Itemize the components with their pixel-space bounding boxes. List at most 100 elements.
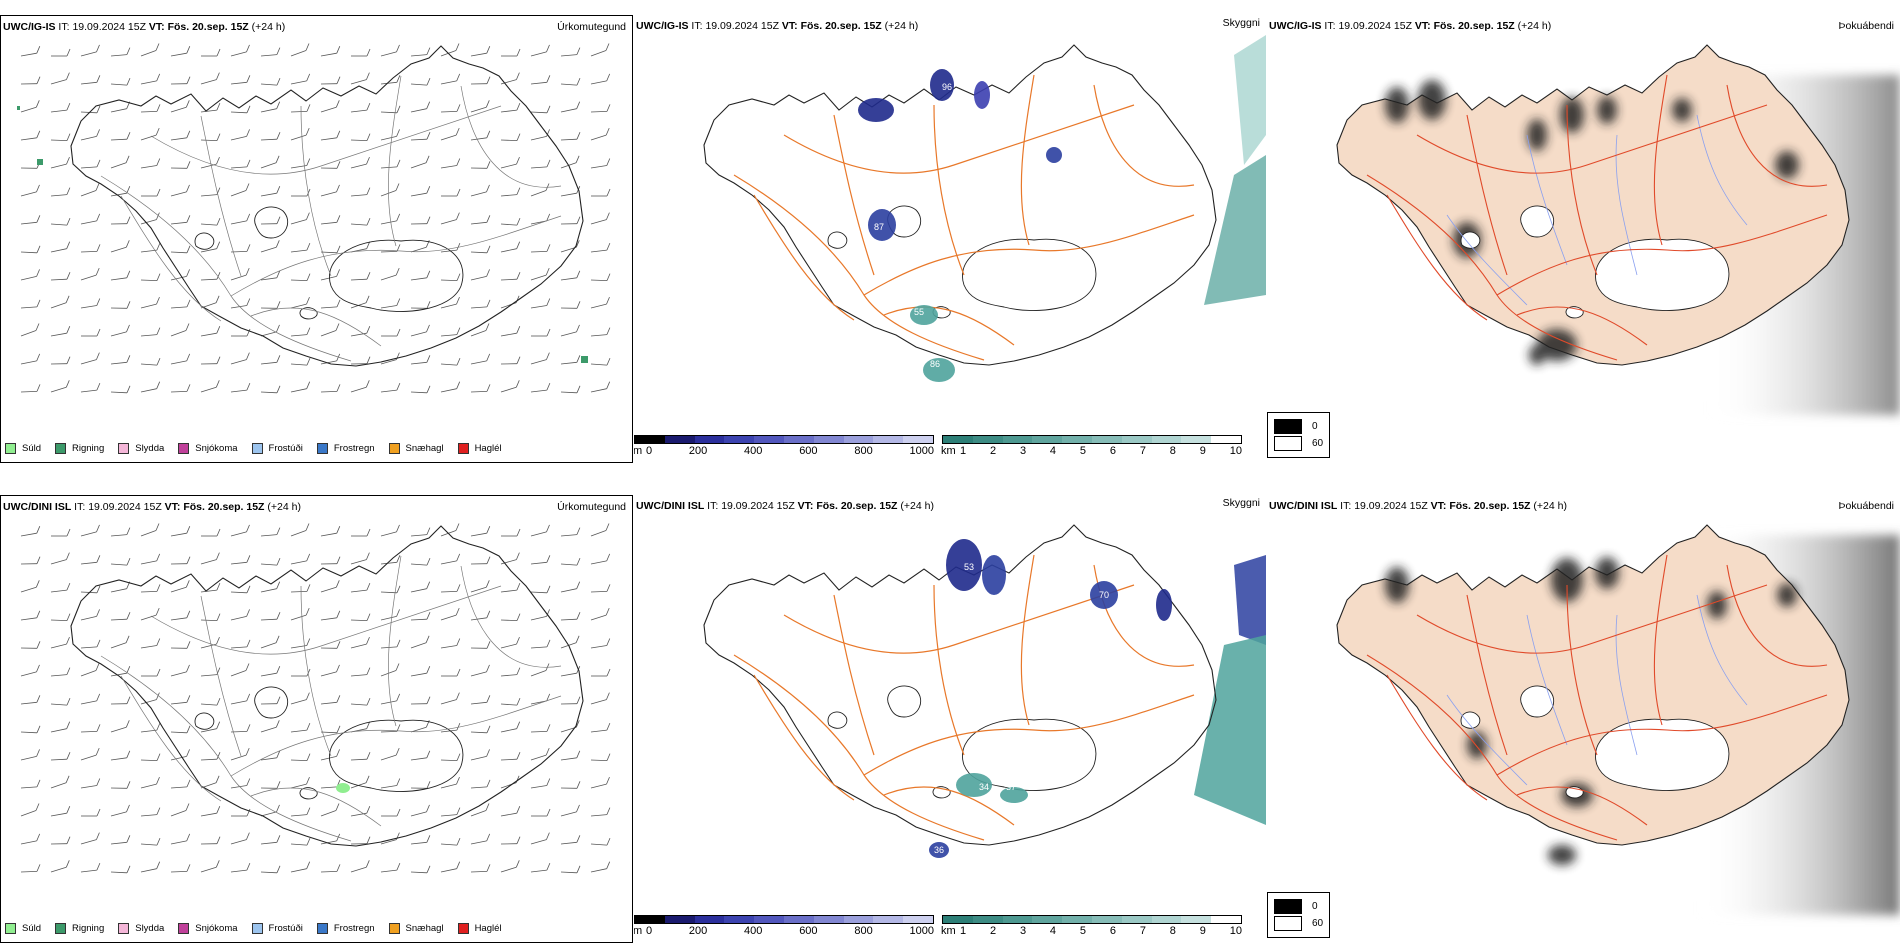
wind-barb — [470, 695, 491, 705]
wind-barb — [230, 298, 251, 309]
wind-barb — [140, 327, 161, 337]
wind-barb — [470, 299, 491, 309]
road-line — [833, 594, 875, 756]
wind-barb — [170, 803, 190, 817]
wind-barb — [20, 130, 41, 141]
legend-label: Slydda — [135, 443, 165, 454]
wind-barb — [500, 156, 520, 169]
wind-barb — [500, 752, 521, 761]
wind-barb — [230, 129, 250, 141]
wind-barb — [260, 270, 281, 281]
wind-barb — [410, 240, 430, 253]
wind-barb — [170, 725, 191, 734]
colorbar-segment — [664, 436, 695, 443]
wind-barb — [20, 353, 41, 365]
wind-barb — [260, 612, 281, 621]
wind-barb — [470, 384, 491, 393]
wind-barb — [291, 188, 311, 197]
wind-barb — [500, 806, 521, 817]
wind-barb — [110, 385, 131, 394]
colorbar-segment — [1211, 436, 1241, 443]
wind-barb — [441, 188, 461, 197]
precip-map — [17, 43, 611, 394]
wind-barb — [140, 584, 161, 593]
wind-barb — [291, 668, 311, 677]
wind-barb — [410, 750, 431, 761]
wind-barb — [350, 187, 371, 197]
wind-barb — [560, 612, 581, 621]
cloud-cell — [929, 842, 949, 858]
wind-barb — [230, 382, 251, 393]
wind-barb — [170, 130, 191, 141]
wind-barb — [230, 609, 250, 621]
wind-barb — [380, 524, 400, 537]
wind-barb — [170, 76, 191, 85]
colorbar-tick: 7 — [1139, 925, 1146, 937]
wind-barb — [351, 48, 371, 57]
wind-barb — [350, 636, 370, 649]
rivers — [1446, 114, 1748, 306]
colorbar-segment — [972, 436, 1003, 443]
wind-barb — [560, 835, 581, 845]
glaciers — [1460, 205, 1730, 319]
wind-barb — [50, 241, 71, 253]
precip-legend: Súld Rigning Slydda Snjókoma Frostúði Frostre… — [5, 443, 502, 454]
legend-item: Frostregn — [316, 923, 375, 934]
fog-legend-row: 60 — [1274, 436, 1323, 451]
wind-barb — [350, 613, 371, 621]
wind-barb — [591, 668, 611, 677]
colorbar-tick: 8 — [1169, 445, 1176, 457]
wind-barb — [560, 385, 581, 394]
wind-barb — [110, 581, 131, 593]
wind-barb — [110, 612, 131, 621]
wind-barb — [231, 328, 251, 337]
wind-barb — [200, 806, 221, 817]
road-line — [783, 584, 1135, 654]
wind-barb — [470, 725, 491, 734]
wind-barb — [530, 213, 551, 225]
wind-barb — [80, 724, 101, 733]
road-line — [1566, 584, 1598, 756]
colorbar-segment — [903, 436, 933, 443]
wind-barb — [80, 213, 101, 225]
lead-time: (+24 h) — [1517, 20, 1552, 32]
panel-title: Skyggni — [1222, 497, 1260, 509]
lead-time: (+24 h) — [267, 501, 301, 513]
wind-barb — [290, 296, 310, 309]
wind-barb — [140, 523, 160, 537]
legend-label: Snæhagl — [405, 443, 444, 454]
vt-value: Fös. 20.sep. 15Z — [1433, 20, 1515, 32]
wind-barb — [110, 557, 131, 566]
colorbar-tick: 3 — [1019, 445, 1027, 457]
ceiling-colorbar-strip — [634, 435, 934, 444]
legend-item: Slydda — [118, 923, 164, 934]
wind-barb — [80, 747, 100, 761]
wind-barb — [440, 861, 461, 873]
wind-barb — [530, 183, 550, 197]
cloud-cell — [946, 539, 982, 591]
wind-barb — [80, 639, 101, 649]
colorbar-segment — [1032, 436, 1063, 443]
wind-barb — [440, 273, 461, 281]
glacier-outline — [1520, 685, 1555, 718]
wind-barb — [350, 356, 371, 365]
legend-swatch — [316, 443, 328, 454]
wind-barb — [381, 808, 401, 817]
colorbar-segment — [694, 916, 725, 923]
cloud-cell — [1000, 787, 1028, 803]
wind-barb — [320, 580, 340, 593]
wind-barb — [231, 808, 251, 817]
wind-barb — [470, 130, 491, 141]
wind-barb — [500, 102, 521, 113]
fog-patches — [1385, 80, 1799, 365]
wind-barb — [560, 186, 581, 197]
road-line — [753, 674, 855, 801]
wind-barb — [380, 778, 401, 789]
wind-barb — [20, 245, 41, 254]
cloud-label: 96 — [942, 82, 952, 92]
wind-barb — [20, 215, 41, 225]
river-line — [1615, 614, 1638, 756]
vt-value: Fös. 20.sep. 15Z — [816, 500, 898, 512]
wind-barb — [530, 639, 551, 649]
visibility-unit: km — [941, 445, 956, 457]
